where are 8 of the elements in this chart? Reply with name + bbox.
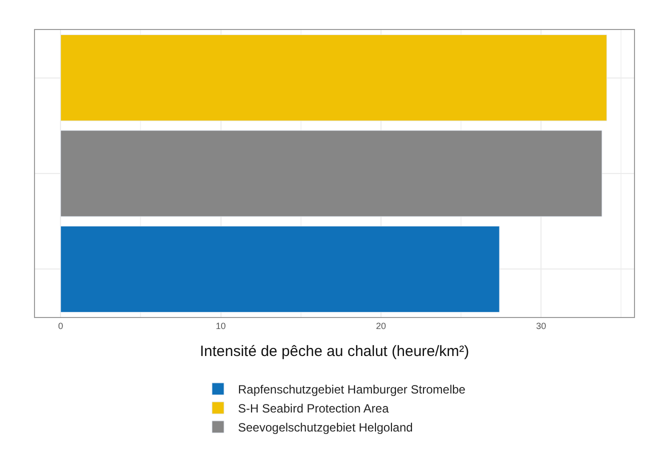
x-tick-label: 10 — [216, 320, 226, 331]
legend-label: Rapfenschutzgebiet Hamburger Stromelbe — [238, 382, 466, 397]
x-tick-label: 30 — [536, 320, 546, 331]
legend-label: S-H Seabird Protection Area — [238, 402, 390, 416]
x-tick-label: 20 — [376, 320, 386, 331]
x-axis-title: Intensité de pêche au chalut (heure/km²) — [200, 342, 470, 360]
legend-label: Seevogelschutzgebiet Helgoland — [238, 420, 413, 435]
x-tick-label: 0 — [58, 320, 64, 331]
